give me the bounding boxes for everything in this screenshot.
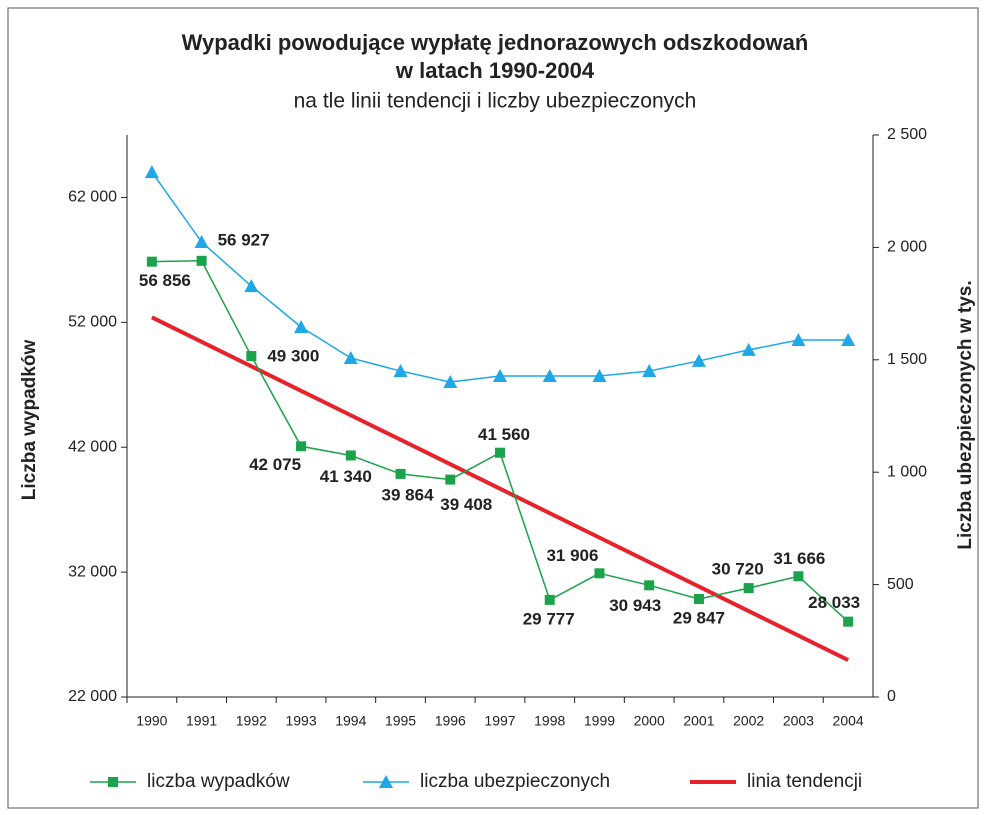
point	[294, 319, 309, 333]
point	[693, 593, 704, 604]
y2-tick-label: 500	[887, 576, 914, 593]
y2-tick-label: 2 500	[887, 126, 927, 143]
x-tick-label: 1993	[285, 713, 316, 729]
point	[393, 364, 408, 378]
frame	[7, 7, 979, 809]
data-label: 39 864	[382, 485, 435, 504]
data-label: 56 927	[218, 230, 270, 249]
y-tick-label: 62 000	[68, 189, 117, 206]
x-tick-label: 1995	[385, 713, 416, 729]
point	[246, 351, 257, 362]
chart-subtitle: na tle linii tendencji i liczby ubezpiec…	[294, 90, 697, 113]
x-tick-label: 2000	[634, 713, 665, 729]
x-tick-label: 1998	[534, 713, 565, 729]
y-tick-label: 52 000	[68, 314, 117, 331]
data-label: 39 408	[440, 495, 492, 514]
legend-marker	[379, 775, 393, 788]
x-tick-label: 1999	[584, 713, 615, 729]
x-tick-label: 2002	[733, 713, 764, 729]
x-tick-label: 1994	[335, 713, 366, 729]
data-label: 29 847	[673, 608, 725, 627]
point	[493, 368, 507, 382]
data-label: 31 666	[773, 549, 825, 568]
point	[841, 333, 856, 347]
point	[296, 441, 307, 452]
legend-label: linia tendencji	[747, 771, 862, 792]
y2-tick-label: 1 000	[887, 463, 927, 480]
y2-tick-label: 2 000	[887, 239, 927, 256]
point	[843, 616, 854, 627]
x-tick-label: 1997	[484, 713, 515, 729]
legend-label: liczba ubezpieczonych	[420, 771, 610, 792]
point	[642, 364, 657, 378]
point	[691, 353, 706, 367]
point	[194, 235, 209, 249]
y-axis-title: Liczba wypadków	[19, 340, 40, 501]
x-tick-label: 1990	[136, 713, 167, 729]
series-line	[150, 315, 850, 662]
data-label: 29 777	[523, 609, 575, 628]
data-label: 30 720	[712, 560, 764, 579]
x-tick-label: 2003	[783, 713, 814, 729]
data-label: 41 560	[478, 425, 530, 444]
point	[244, 279, 259, 293]
point	[345, 450, 356, 461]
data-label: 30 943	[609, 596, 661, 615]
point	[542, 368, 557, 382]
point	[743, 583, 754, 594]
y-tick-label: 42 000	[68, 438, 117, 455]
legend-marker	[108, 777, 118, 787]
point	[793, 571, 804, 582]
y-tick-label: 32 000	[68, 563, 117, 580]
point	[594, 568, 605, 579]
data-label: 28 033	[808, 593, 860, 612]
chart-title: Wypadki powodujące wypłatę jednorazowych…	[182, 30, 809, 55]
x-tick-label: 1996	[435, 713, 466, 729]
point	[395, 468, 406, 479]
point	[791, 333, 806, 347]
data-label: 56 856	[139, 271, 191, 290]
point	[592, 368, 607, 382]
point	[443, 375, 458, 389]
legend-label: liczba wypadków	[147, 771, 290, 792]
point	[544, 594, 555, 605]
series-line	[151, 171, 849, 383]
point	[144, 165, 159, 179]
data-label: 41 340	[320, 467, 372, 486]
x-tick-label: 1991	[186, 713, 217, 729]
y2-tick-label: 1 500	[887, 351, 927, 368]
point	[196, 255, 207, 266]
point	[495, 447, 505, 458]
point	[343, 351, 358, 365]
x-tick-label: 1992	[236, 713, 267, 729]
point	[445, 474, 456, 485]
y-tick-label: 22 000	[68, 688, 117, 705]
data-label: 42 075	[249, 455, 301, 474]
data-label: 31 906	[546, 546, 598, 565]
point	[644, 580, 655, 591]
point	[146, 256, 157, 267]
x-tick-label: 2001	[683, 713, 714, 729]
point	[741, 342, 756, 356]
data-label: 49 300	[267, 347, 319, 366]
chart-title-line2: w latach 1990-2004	[395, 58, 595, 83]
y2-axis-title: Liczba ubezpieczonych w tys.	[955, 280, 976, 549]
x-tick-label: 2004	[833, 713, 864, 729]
y2-tick-label: 0	[887, 688, 896, 705]
